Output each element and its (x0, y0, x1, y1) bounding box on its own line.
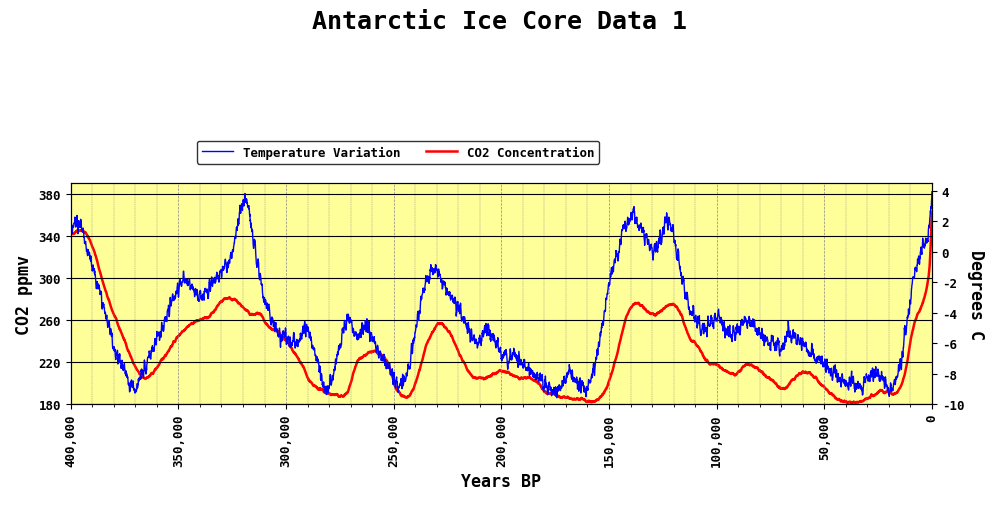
Text: Antarctic Ice Core Data 1: Antarctic Ice Core Data 1 (312, 10, 688, 34)
Line: Temperature Variation: Temperature Variation (71, 192, 932, 398)
CO2 Concentration (427, 329, 439, 335)
CO2 Concentration (926, 211, 938, 217)
Temperature Variation (433, 272, 445, 278)
Temperature Variation (926, 189, 938, 195)
CO2 Concentration (690, 342, 702, 348)
CO2 Concentration (857, 398, 869, 405)
Temperature Variation (474, 339, 486, 345)
CO2 Concentration (474, 374, 486, 380)
CO2 Concentration (433, 321, 445, 327)
Y-axis label: Degrees C: Degrees C (967, 249, 985, 339)
Temperature Variation (900, 332, 912, 338)
CO2 Concentration (65, 232, 77, 238)
Legend: Temperature Variation, CO2 Concentration: Temperature Variation, CO2 Concentration (197, 141, 599, 165)
X-axis label: Years BP: Years BP (461, 472, 541, 490)
Temperature Variation (427, 270, 439, 276)
Temperature Variation (691, 319, 703, 325)
Y-axis label: CO2 ppmv: CO2 ppmv (15, 254, 33, 334)
Temperature Variation (857, 392, 869, 398)
Temperature Variation (65, 229, 77, 235)
Temperature Variation (551, 395, 563, 401)
Line: CO2 Concentration: CO2 Concentration (71, 214, 932, 403)
CO2 Concentration (849, 400, 861, 406)
CO2 Concentration (900, 368, 912, 374)
